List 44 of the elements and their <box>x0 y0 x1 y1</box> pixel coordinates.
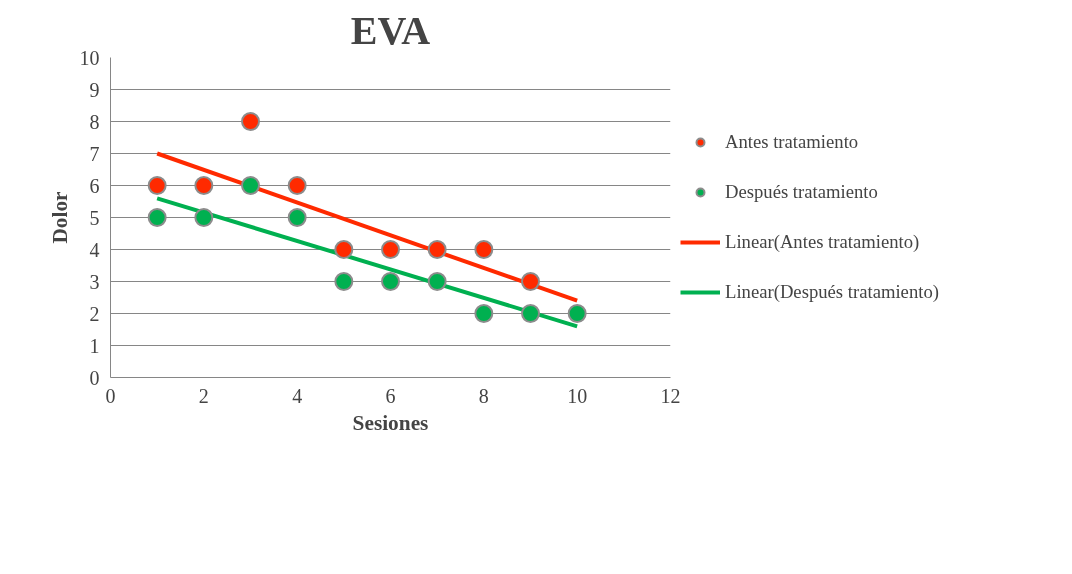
point <box>241 176 260 195</box>
point <box>474 304 494 323</box>
y-tick-label: 4 <box>89 238 100 261</box>
y-tick-label: 0 <box>89 366 100 389</box>
x-tick-label: 8 <box>478 384 489 407</box>
point <box>427 272 447 291</box>
point <box>381 272 400 291</box>
point <box>567 304 587 323</box>
point <box>287 208 307 227</box>
legend-label: Después tratamiento <box>725 180 878 204</box>
chart-title: EVA <box>350 7 431 53</box>
y-tick-label: 8 <box>89 110 100 133</box>
legend-label: Linear(Después tratamiento) <box>725 280 939 304</box>
point <box>521 304 540 323</box>
legend-label: Linear(Antes tratamiento) <box>725 230 920 254</box>
point <box>194 208 214 227</box>
y-tick-label: 10 <box>79 46 100 69</box>
point <box>287 176 307 195</box>
point <box>334 272 354 291</box>
point <box>427 240 447 259</box>
y-tick-label: 9 <box>89 78 100 101</box>
x-tick-label: 4 <box>292 384 303 407</box>
point <box>147 176 167 195</box>
point <box>241 112 260 131</box>
point <box>381 240 400 259</box>
y-axis-title: Dolor <box>47 190 72 244</box>
point <box>521 272 540 291</box>
point <box>474 240 494 259</box>
y-tick-label: 5 <box>89 206 100 229</box>
y-tick-label: 6 <box>89 174 100 197</box>
x-tick-label: 2 <box>198 384 209 407</box>
x-tick-label: 0 <box>105 384 116 407</box>
x-axis-title: Sesiones <box>352 410 429 435</box>
y-tick-label: 7 <box>89 142 100 165</box>
x-tick-label: 10 <box>567 384 588 407</box>
point <box>194 176 214 195</box>
y-tick-label: 1 <box>89 334 100 357</box>
x-tick-label: 12 <box>660 384 681 407</box>
y-tick-label: 3 <box>89 270 100 293</box>
x-tick-label: 6 <box>385 384 396 407</box>
y-tick-label: 2 <box>89 302 100 325</box>
point <box>147 208 167 227</box>
legend-label: Antes tratamiento <box>725 130 859 154</box>
point <box>334 240 354 259</box>
